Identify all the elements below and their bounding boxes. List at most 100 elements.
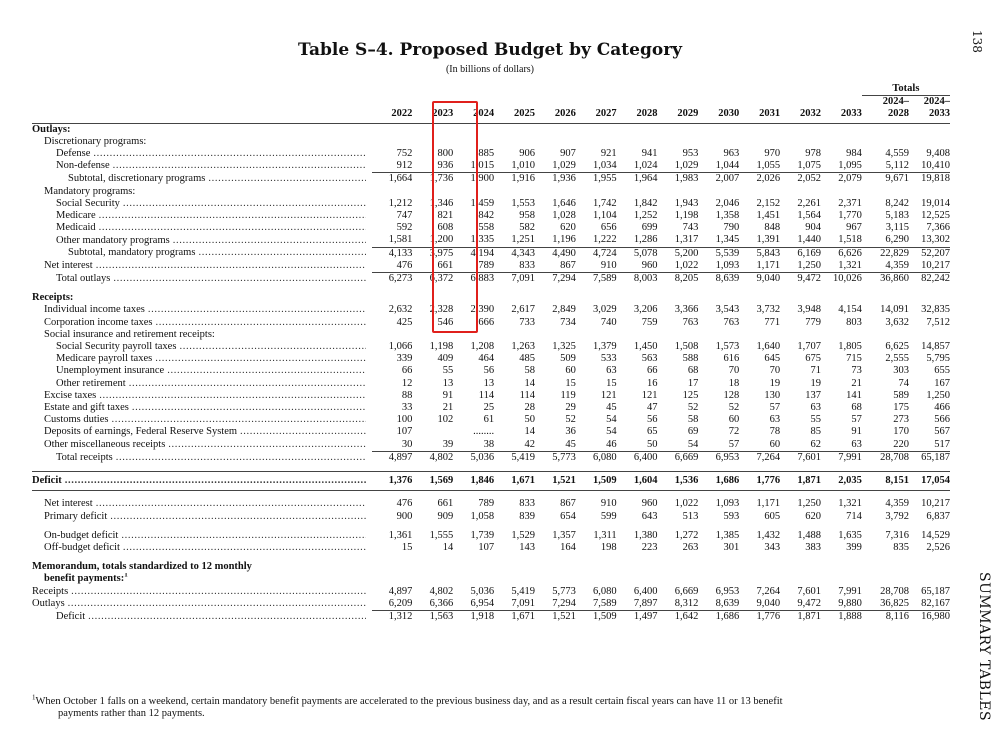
cell-value: 301 xyxy=(723,541,740,553)
cell-value: 1,055 xyxy=(756,160,781,172)
row-label: Defense xyxy=(56,148,91,160)
cell-value: 567 xyxy=(934,426,950,438)
cell-value: 5,112 xyxy=(885,160,909,172)
table-row: Medicare payroll taxes 339 409 464 485 509 533… xyxy=(32,353,950,365)
section-heading-row: Receipts: xyxy=(32,292,950,304)
row-label: Deficit xyxy=(32,475,62,487)
row-label: Customs duties xyxy=(44,414,109,426)
cell-value: 2,617 xyxy=(511,304,535,316)
cell-value: 485 xyxy=(519,353,535,365)
cell-value: 833 xyxy=(519,498,535,510)
cell-value: 6,953 xyxy=(715,585,740,597)
table-row: Other retirement 12 13 13 14 15 15 16 17 18 19 19 21… xyxy=(32,378,950,390)
cell-value: 2,328 xyxy=(429,304,454,316)
cell-value: 867 xyxy=(560,259,576,271)
cell-value: 58 xyxy=(524,365,535,377)
cell-value: 1,345 xyxy=(715,234,740,246)
year-header: 2027 xyxy=(595,108,617,120)
footnote-line-1: When October 1 falls on a weekend, certa… xyxy=(35,696,783,707)
cell-value: 1,671 xyxy=(494,609,535,624)
leader-dots xyxy=(88,611,365,623)
cell-value: 52 xyxy=(728,402,740,414)
cell-value: 128 xyxy=(723,389,740,401)
year-header: 2031 xyxy=(759,108,781,120)
cell-value: 910 xyxy=(600,498,617,510)
cell-value: 16 xyxy=(647,377,658,389)
row-label: Other mandatory programs xyxy=(56,234,170,246)
cell-value: 958 xyxy=(519,210,535,222)
cell-value: 6,169 xyxy=(780,246,821,260)
cell-value: 941 xyxy=(641,148,658,160)
cell-value: 7,294 xyxy=(552,597,576,609)
cell-value: 1,015 xyxy=(470,160,495,172)
cell-value: 5,795 xyxy=(926,353,950,365)
row-label: Total outlays xyxy=(56,272,111,284)
year-header: 2032 xyxy=(799,108,821,120)
cell-value: 1,198 xyxy=(429,341,454,353)
cell-value: 8,242 xyxy=(885,197,909,209)
cell-value: 9,408 xyxy=(926,148,950,160)
table-body: Outlays:Discretionary programs:Defense 75… xyxy=(32,123,950,624)
cell-value: 9,472 xyxy=(780,272,821,286)
cell-value: 56 xyxy=(647,414,658,426)
cell-value: 714 xyxy=(846,510,862,522)
row-label: Estate and gift taxes xyxy=(44,402,129,414)
cell-value: 1,918 xyxy=(453,609,495,624)
leader-dots xyxy=(96,260,366,272)
cell-value: 52,207 xyxy=(908,246,950,260)
cell-value: 1,555 xyxy=(429,529,454,541)
cell-value: 592 xyxy=(396,222,413,234)
cell-value: 1,066 xyxy=(388,341,413,353)
cell-value: 70 xyxy=(728,365,740,377)
cell-value: 643 xyxy=(641,510,658,522)
cell-value: 1,432 xyxy=(756,529,781,541)
cell-value: 7,601 xyxy=(780,450,821,465)
cell-value: 125 xyxy=(682,389,699,401)
cell-value: 9,472 xyxy=(797,597,821,609)
cell-value: 45 xyxy=(606,402,617,414)
cell-value: 63 xyxy=(810,402,821,414)
cell-value: 984 xyxy=(846,148,862,160)
cell-value: 36 xyxy=(565,426,576,438)
cell-value: 779 xyxy=(805,316,821,328)
cell-value: 7,601 xyxy=(797,585,821,597)
cell-value: 1,286 xyxy=(633,234,658,246)
cell-value: 16,980 xyxy=(908,609,950,624)
spacer-row xyxy=(32,554,950,561)
leader-dots xyxy=(99,390,365,402)
cell-value: 17,054 xyxy=(908,471,950,492)
cell-value: 130 xyxy=(764,389,781,401)
cell-value: 763 xyxy=(682,316,699,328)
cell-value: 2,849 xyxy=(552,304,576,316)
cell-value: 141 xyxy=(846,389,862,401)
cell-value: 38 xyxy=(483,438,495,450)
cell-value: 605 xyxy=(764,510,781,522)
year-header: 2024 xyxy=(473,108,495,120)
cell-value: 1,212 xyxy=(388,197,413,209)
cell-value: 9,040 xyxy=(756,597,781,609)
cell-value: 1,317 xyxy=(674,234,699,246)
cell-value: 107 xyxy=(478,541,495,553)
cell-value: 839 xyxy=(519,510,535,522)
cell-value: 6,626 xyxy=(820,246,862,260)
row-label: On-budget deficit xyxy=(44,529,119,541)
cell-value: 3,206 xyxy=(633,304,658,316)
cell-value: 1,075 xyxy=(797,160,821,172)
cell-value: 912 xyxy=(396,160,413,172)
table-row: Estate and gift taxes 33 21 25 28 29 45 47 52 52 5… xyxy=(32,402,950,414)
table-row: Social Security payroll taxes 1,066 1,198 1… xyxy=(32,341,950,353)
cell-value: 107 xyxy=(396,426,413,438)
cell-value: 566 xyxy=(934,414,950,426)
cell-value: 616 xyxy=(723,353,740,365)
table-row: Total outlays6,2736,3726,8837,0917,2947,… xyxy=(32,272,950,286)
cell-value: 14 xyxy=(524,426,535,438)
cell-value: 910 xyxy=(600,259,617,271)
leader-dots xyxy=(68,598,366,610)
cell-value: 7,512 xyxy=(926,316,950,328)
cell-value: 790 xyxy=(723,222,740,234)
totals-range-part: 2033 xyxy=(929,108,950,120)
cell-value: 5,773 xyxy=(552,585,576,597)
cell-value: 5,036 xyxy=(453,450,495,465)
table-row: Off-budget deficit 15 14 107 143 164 198 223 263… xyxy=(32,542,950,554)
cell-value: 4,359 xyxy=(885,498,909,510)
